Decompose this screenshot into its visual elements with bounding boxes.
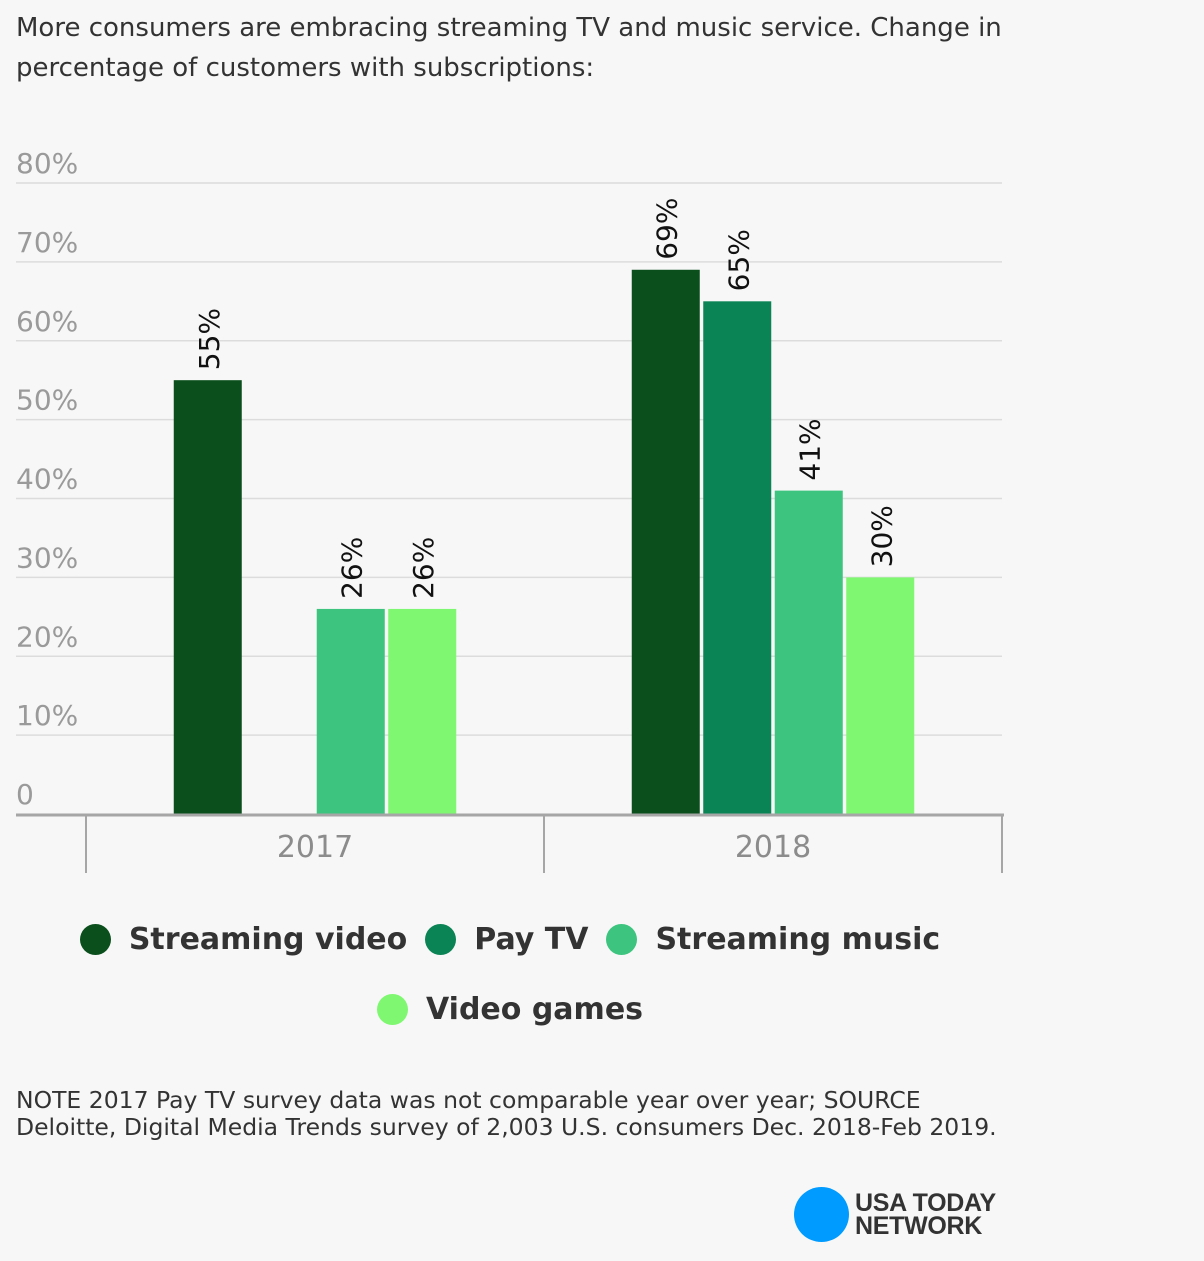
legend-label-pay-tv: Pay TV [474,921,589,957]
y-tick-label: 70% [16,226,78,259]
chart-subtitle: More consumers are embracing streaming T… [16,13,1002,83]
legend-swatch-video-games [376,993,408,1025]
y-tick-label: 40% [16,463,78,496]
bar-video-games-2017 [388,608,457,814]
legend-swatch-streaming-music [606,923,638,955]
y-tick-label: 80% [16,147,78,180]
bar-video-games-2018 [846,577,915,814]
data-label: 41% [794,418,827,480]
source-note: NOTE 2017 Pay TV survey data was not com… [16,1086,997,1141]
data-label: 65% [722,229,755,291]
legend-item-streaming-video: Streaming video [79,915,408,963]
y-tick-label: 50% [16,384,78,417]
x-category-label: 2017 [277,830,353,865]
y-tick-label: 0 [16,778,34,811]
bar-streaming-video-2017 [173,380,242,814]
y-tick-label: 10% [16,699,78,732]
data-label: 69% [651,198,684,260]
logo-wordmark: USA TODAY NETWORK [855,1188,996,1240]
data-label: 26% [336,537,369,599]
bar-pay-tv-2018 [703,301,772,814]
legend-label-video-games: Video games [425,991,644,1027]
legend-label-streaming-video: Streaming video [128,921,408,957]
legend-item-streaming-music: Streaming music [606,915,940,963]
data-label: 55% [193,308,226,370]
logo-line-1: USA TODAY [855,1188,996,1217]
y-tick-label: 30% [16,541,78,574]
y-tick-label: 60% [16,305,78,338]
data-label: 30% [865,505,898,567]
bar-streaming-music-2017 [316,608,385,814]
usa-today-network-logo: USA TODAY NETWORK [794,1187,996,1242]
logo-circle-icon [794,1187,849,1242]
legend-item-pay-tv: Pay TV [425,915,588,963]
logo-line-2: NETWORK [855,1211,983,1240]
legend-item-video-games: Video games [376,985,644,1033]
bar-streaming-video-2018 [631,269,700,814]
y-tick-label: 20% [16,620,78,653]
bar-streaming-music-2018 [774,490,843,814]
legend-label-streaming-music: Streaming music [655,921,941,957]
legend-swatch-streaming-video [79,923,111,955]
bar-chart: 0 10% 20% 30% 40% 50% 60% 70% 80% 55% 26% 26% 69% 65%… [16,147,1004,873]
legend-swatch-pay-tv [425,923,457,955]
chart-legend: Streaming video Pay TV Streaming music V… [70,915,950,1033]
x-category-label: 2018 [735,830,811,865]
data-label: 26% [407,537,440,599]
